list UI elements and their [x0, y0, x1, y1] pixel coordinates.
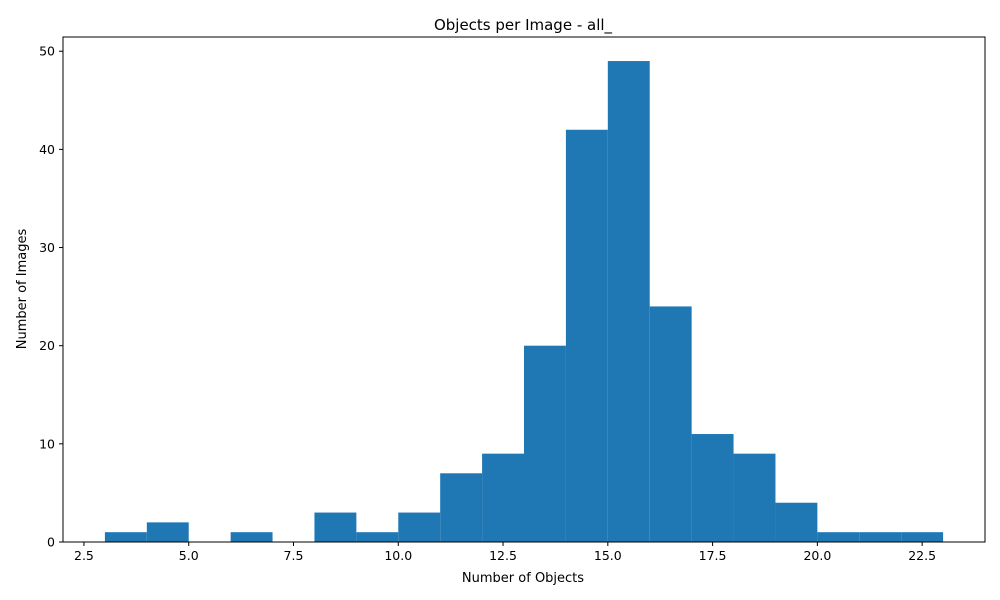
y-axis: 0 10 20 30 40 50	[39, 44, 63, 550]
histogram-bar	[146, 522, 189, 542]
histogram-bar	[524, 345, 566, 542]
x-tick-label: 10.0	[384, 548, 412, 563]
y-tick-label: 0	[47, 535, 55, 550]
x-axis: 2.5 5.0 7.5 10.0 12.5 15.0 17.5 20.0 22.5	[74, 542, 936, 563]
histogram-bar	[859, 532, 902, 542]
plot-frame	[62, 36, 986, 543]
histogram-bar	[565, 129, 608, 542]
y-tick-label: 50	[39, 44, 55, 59]
histogram-bar	[398, 512, 441, 542]
histogram-bar	[440, 473, 483, 542]
histogram-bar	[691, 434, 734, 542]
y-tick-label: 20	[39, 338, 55, 353]
histogram-bar	[649, 306, 692, 542]
bars-group	[104, 61, 944, 543]
histogram-bar	[314, 512, 357, 542]
histogram-bar	[230, 532, 273, 542]
chart-title: Objects per Image - all_	[434, 16, 613, 35]
x-tick-label: 17.5	[699, 548, 727, 563]
histogram-bar	[607, 61, 650, 543]
histogram-bar	[733, 453, 776, 542]
y-tick-label: 30	[39, 240, 55, 255]
histogram-bar	[817, 532, 860, 542]
histogram-bar	[901, 532, 944, 542]
x-tick-label: 20.0	[803, 548, 831, 563]
x-tick-label: 7.5	[284, 548, 304, 563]
histogram-bar	[482, 453, 524, 542]
y-axis-label: Number of Images	[15, 229, 30, 350]
y-tick-label: 10	[39, 436, 55, 451]
histogram-bar	[775, 502, 818, 542]
x-tick-label: 5.0	[179, 548, 199, 563]
x-tick-label: 2.5	[74, 548, 94, 563]
histogram-bar	[104, 532, 147, 542]
x-tick-label: 15.0	[594, 548, 622, 563]
x-tick-label: 12.5	[489, 548, 517, 563]
x-tick-label: 22.5	[908, 548, 936, 563]
histogram-bar	[356, 532, 399, 542]
y-tick-label: 40	[39, 142, 55, 157]
x-axis-label: Number of Objects	[462, 571, 584, 586]
